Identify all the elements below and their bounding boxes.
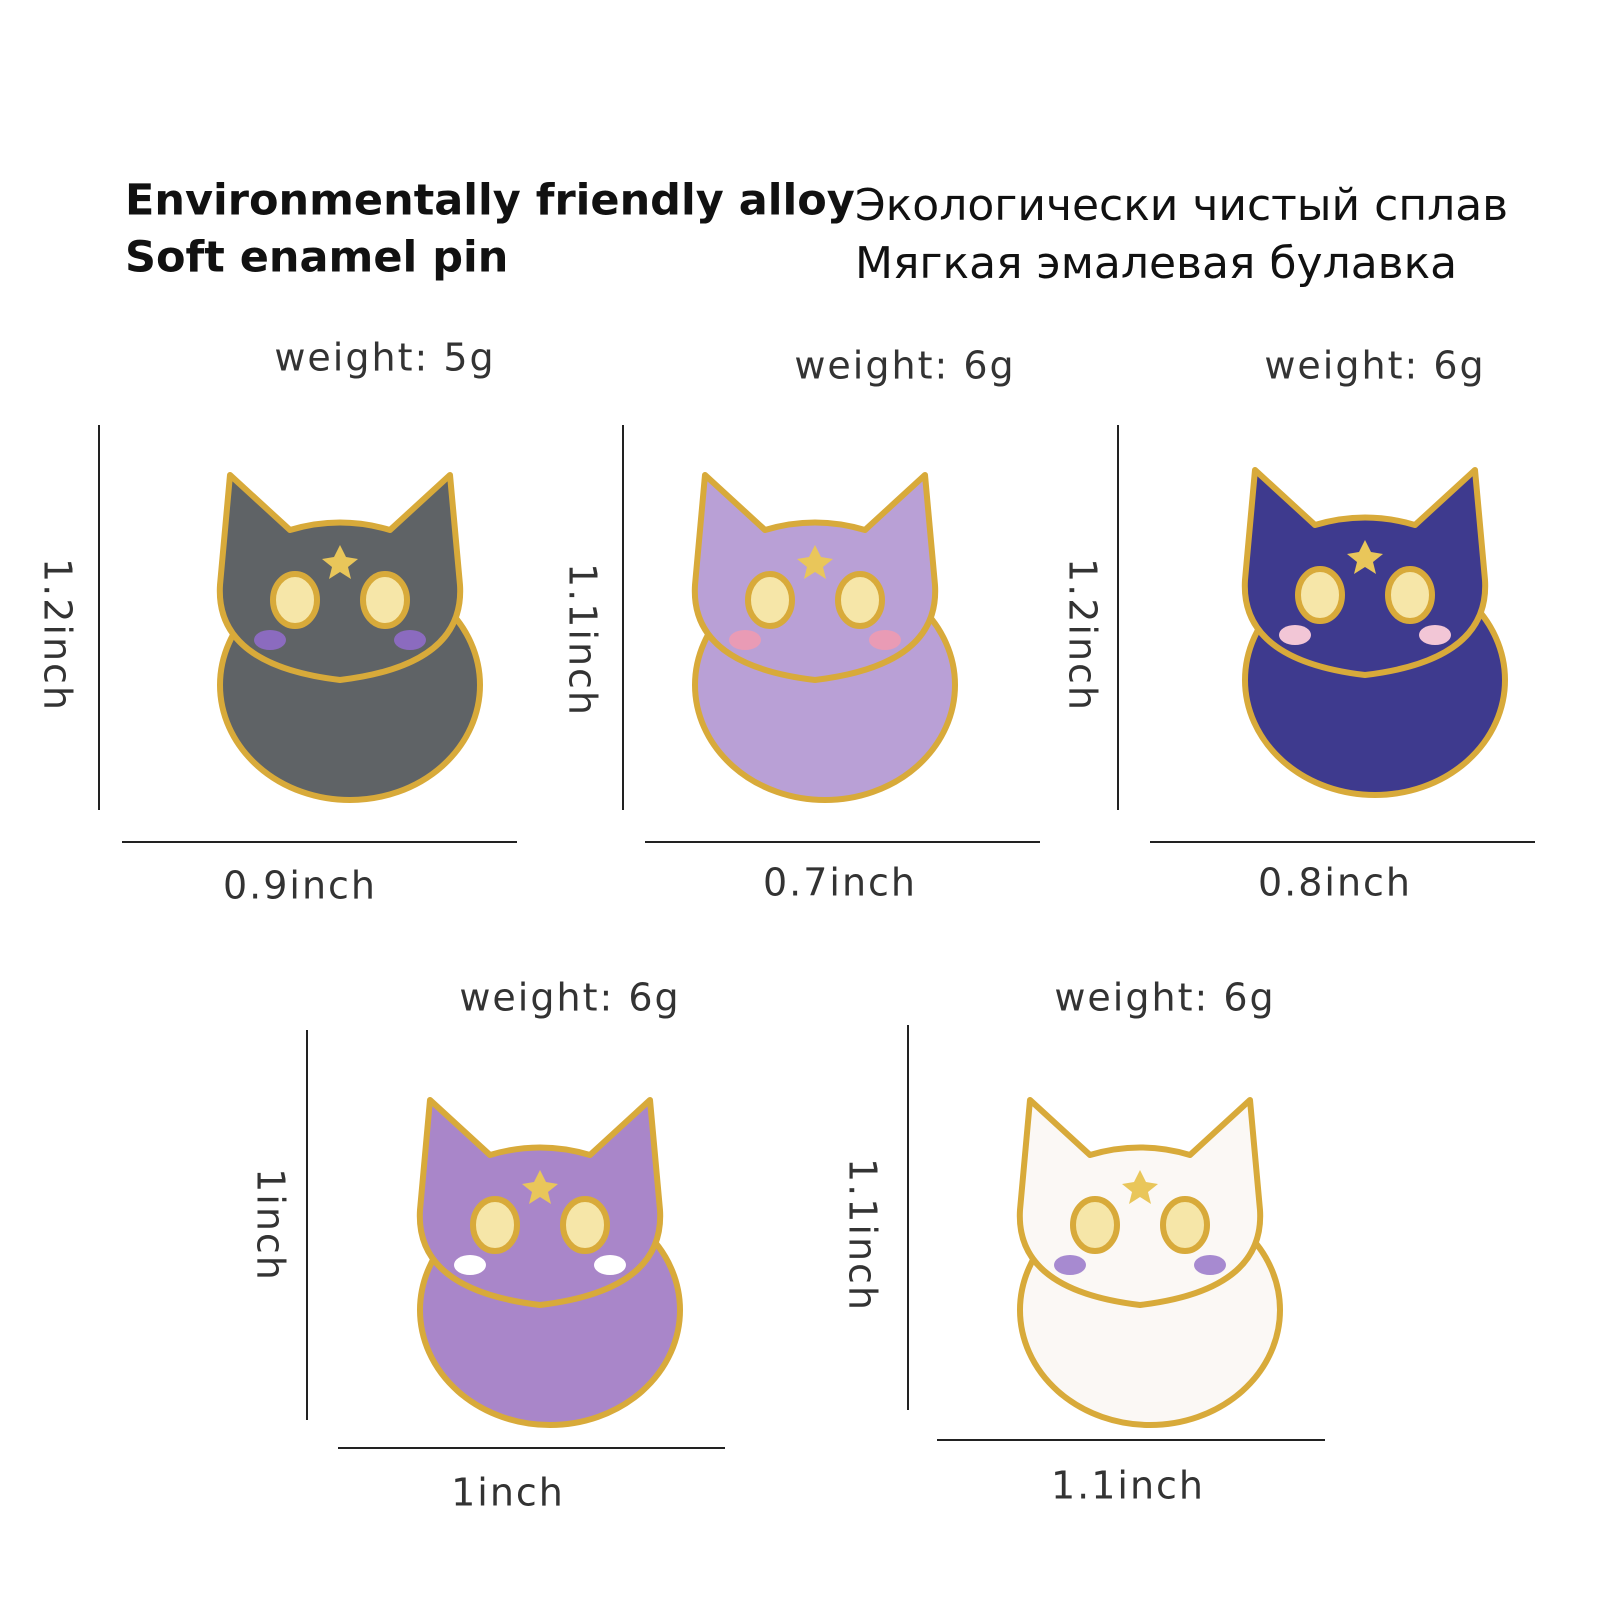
pin-head [416,1097,664,1308]
pin-head [1241,467,1489,678]
pin-eye [1385,566,1435,624]
pin-eye [745,571,795,629]
pin-star [1347,540,1383,574]
pin-image [1016,1097,1283,1428]
pin-cheek [729,630,761,650]
pin-cheek [454,1255,486,1275]
pin-star [1122,1170,1158,1204]
pin-cheek [1419,625,1451,645]
pin-height: 1.2inch [1061,558,1105,712]
header-russian: Экологически чистый сплав [855,180,1508,231]
header-english: Environmentally friendly alloy [125,176,855,226]
pin-weight: weight: 6g [794,344,1015,388]
pin-height: 1.2inch [36,558,80,712]
pin-star [522,1170,558,1204]
pin-eye [270,571,320,629]
header-russian: Мягкая эмалевая булавка [855,238,1457,289]
pin-cheek [1194,1255,1226,1275]
pin-cheek [254,630,286,650]
pin-cheek [394,630,426,650]
pin-weight: weight: 6g [1054,976,1275,1020]
pin-eye [1070,1196,1120,1254]
pin-eye [560,1196,610,1254]
pin-star [797,545,833,579]
header-english: Soft enamel pin [125,233,508,283]
pin-height: 1inch [249,1168,293,1282]
pin-weight: weight: 6g [459,976,680,1020]
pin-star [322,545,358,579]
pin-cheek [1279,625,1311,645]
pin-head [691,472,939,683]
pin-width: 1.1inch [1051,1464,1205,1508]
pin-eye [470,1196,520,1254]
pin-width: 1inch [451,1471,565,1515]
pin-weight: weight: 6g [1264,344,1485,388]
pin-image [691,472,958,803]
pin-height: 1.1inch [561,563,605,717]
pin-head [216,472,464,683]
pin-cheek [869,630,901,650]
pin-height: 1.1inch [841,1158,885,1312]
pin-image [1241,467,1508,798]
pin-eye [835,571,885,629]
pin-image [416,1097,683,1428]
pin-width: 0.8inch [1258,861,1412,905]
pin-eye [1160,1196,1210,1254]
pin-eye [1295,566,1345,624]
pin-head [1016,1097,1264,1308]
pin-weight: weight: 5g [274,336,495,380]
pin-width: 0.9inch [223,864,377,908]
pin-cheek [594,1255,626,1275]
pin-image [216,472,483,803]
pin-eye [360,571,410,629]
pin-cheek [1054,1255,1086,1275]
pin-width: 0.7inch [763,861,917,905]
